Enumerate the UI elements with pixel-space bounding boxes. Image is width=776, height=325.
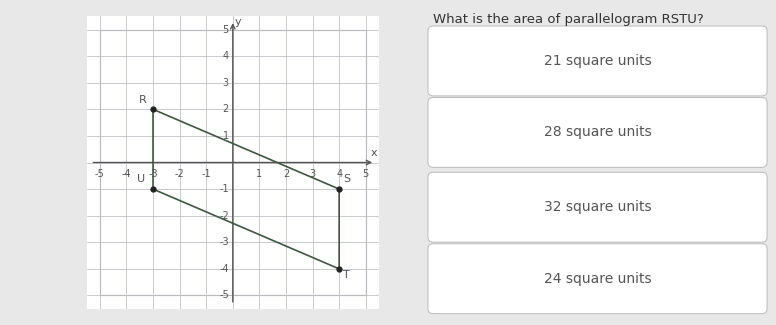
Text: x: x <box>370 148 377 158</box>
Text: What is the area of parallelogram RSTU?: What is the area of parallelogram RSTU? <box>433 13 704 26</box>
FancyBboxPatch shape <box>428 172 767 242</box>
Text: -4: -4 <box>122 169 131 179</box>
Text: -3: -3 <box>148 169 158 179</box>
Text: 3: 3 <box>310 169 316 179</box>
Text: -2: -2 <box>219 211 229 221</box>
Text: 5: 5 <box>362 169 369 179</box>
Text: -5: -5 <box>95 169 105 179</box>
Text: 4: 4 <box>223 51 229 61</box>
Text: 28 square units: 28 square units <box>544 125 651 139</box>
Text: 5: 5 <box>223 25 229 34</box>
Text: -4: -4 <box>219 264 229 274</box>
Text: 2: 2 <box>223 104 229 114</box>
Text: y: y <box>235 17 241 27</box>
Text: 1: 1 <box>223 131 229 141</box>
FancyBboxPatch shape <box>428 244 767 314</box>
Text: -3: -3 <box>219 237 229 247</box>
Text: U: U <box>137 175 145 185</box>
Text: 2: 2 <box>283 169 289 179</box>
Text: S: S <box>343 175 350 185</box>
FancyBboxPatch shape <box>428 26 767 96</box>
Text: 32 square units: 32 square units <box>544 200 651 214</box>
Text: 24 square units: 24 square units <box>544 272 651 286</box>
Text: T: T <box>343 270 350 280</box>
Text: -1: -1 <box>202 169 211 179</box>
Text: -5: -5 <box>219 291 229 300</box>
Text: -2: -2 <box>175 169 185 179</box>
Text: 3: 3 <box>223 78 229 88</box>
Text: 4: 4 <box>336 169 342 179</box>
Text: 1: 1 <box>256 169 262 179</box>
Text: -1: -1 <box>219 184 229 194</box>
FancyBboxPatch shape <box>428 98 767 167</box>
Text: 21 square units: 21 square units <box>544 54 651 68</box>
Text: R: R <box>138 95 146 105</box>
